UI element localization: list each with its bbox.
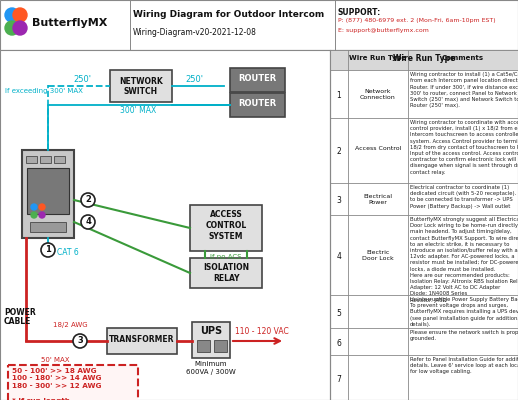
Text: Comments: Comments <box>442 55 484 61</box>
Circle shape <box>81 215 95 229</box>
Bar <box>8 365 138 400</box>
Text: 2: 2 <box>337 148 341 156</box>
Text: Electrical
Power: Electrical Power <box>364 194 393 205</box>
Text: 4: 4 <box>85 217 91 226</box>
Text: ButterflyMX strongly suggest all Electrical
Door Lock wiring to be home-run dire: ButterflyMX strongly suggest all Electri… <box>410 217 518 303</box>
Bar <box>54 156 65 163</box>
Bar <box>190 205 262 251</box>
Bar <box>214 340 227 352</box>
Bar <box>22 150 74 238</box>
Circle shape <box>73 334 87 348</box>
Text: 50' MAX: 50' MAX <box>41 357 69 363</box>
Bar <box>190 258 262 288</box>
Text: 5: 5 <box>337 308 341 318</box>
Text: ROUTER: ROUTER <box>238 99 276 108</box>
Text: SWITCH: SWITCH <box>124 87 158 96</box>
Text: 600VA / 300W: 600VA / 300W <box>186 369 236 375</box>
Text: ROUTER: ROUTER <box>238 74 276 83</box>
Text: Electrical contractor to coordinate (1)
dedicated circuit (with 5-20 receptacle): Electrical contractor to coordinate (1) … <box>410 185 518 209</box>
Text: Access Control: Access Control <box>355 146 401 150</box>
Text: 7: 7 <box>337 374 341 384</box>
Text: 300' MAX: 300' MAX <box>120 106 156 115</box>
Bar <box>0 50 518 400</box>
Bar <box>197 340 210 352</box>
Text: Please ensure the network switch is properly
grounded.: Please ensure the network switch is prop… <box>410 330 518 341</box>
Text: 250': 250' <box>185 75 203 84</box>
Text: If exceeding 300' MAX: If exceeding 300' MAX <box>5 88 83 94</box>
Text: Electric
Door Lock: Electric Door Lock <box>362 250 394 261</box>
Text: ACCESS: ACCESS <box>210 210 242 219</box>
Bar <box>27 168 69 214</box>
Circle shape <box>39 212 45 218</box>
Text: Wire Run Type: Wire Run Type <box>393 54 455 63</box>
Text: ISOLATION: ISOLATION <box>203 263 249 272</box>
Bar <box>110 70 172 102</box>
Text: Wire Run Type: Wire Run Type <box>349 55 407 61</box>
Text: 2: 2 <box>85 195 91 204</box>
Text: CAT 6: CAT 6 <box>57 248 79 257</box>
Text: 110 - 120 VAC: 110 - 120 VAC <box>235 327 289 336</box>
Text: 18/2 AWG: 18/2 AWG <box>53 322 88 328</box>
Text: 4: 4 <box>337 252 341 261</box>
Circle shape <box>81 193 95 207</box>
Text: 1: 1 <box>337 91 341 100</box>
Bar <box>330 50 518 70</box>
Text: Wiring contractor to coordinate with access
control provider, install (1) x 18/2: Wiring contractor to coordinate with acc… <box>410 120 518 174</box>
Text: 3: 3 <box>337 196 341 205</box>
Circle shape <box>13 8 27 22</box>
Text: CONTROL: CONTROL <box>205 221 247 230</box>
Text: Network
Connection: Network Connection <box>360 89 396 100</box>
Bar <box>192 322 230 358</box>
Text: UPS: UPS <box>200 326 222 336</box>
Text: CABLE: CABLE <box>4 317 32 326</box>
Text: 50 - 100' >> 18 AWG
100 - 180' >> 14 AWG
180 - 300' >> 12 AWG

* If run length
e: 50 - 100' >> 18 AWG 100 - 180' >> 14 AWG… <box>12 368 102 400</box>
Bar <box>0 0 518 50</box>
Text: NETWORK: NETWORK <box>119 77 163 86</box>
Text: If no ACS: If no ACS <box>210 254 242 260</box>
Text: Uninterruptible Power Supply Battery Backup.
To prevent voltage drops and surges: Uninterruptible Power Supply Battery Bac… <box>410 297 518 327</box>
Bar <box>26 156 37 163</box>
Bar <box>107 328 177 354</box>
Text: TRANSFORMER: TRANSFORMER <box>109 335 175 344</box>
Text: E: support@butterflymx.com: E: support@butterflymx.com <box>338 28 429 33</box>
Bar <box>30 222 66 232</box>
Text: RELAY: RELAY <box>213 274 239 283</box>
Circle shape <box>5 8 19 22</box>
Circle shape <box>31 204 37 210</box>
Circle shape <box>31 212 37 218</box>
Text: SYSTEM: SYSTEM <box>209 232 243 241</box>
Text: Wiring-Diagram-v20-2021-12-08: Wiring-Diagram-v20-2021-12-08 <box>133 28 257 37</box>
Bar <box>230 68 285 92</box>
Text: Minimum: Minimum <box>195 361 227 367</box>
Text: 1: 1 <box>45 245 51 254</box>
Text: Wiring contractor to install (1) a Cat5e/Cat6
from each Intercom panel location : Wiring contractor to install (1) a Cat5e… <box>410 72 518 108</box>
Text: 6: 6 <box>337 338 341 348</box>
Text: P: (877) 480-6979 ext. 2 (Mon-Fri, 6am-10pm EST): P: (877) 480-6979 ext. 2 (Mon-Fri, 6am-1… <box>338 18 496 23</box>
Text: Refer to Panel Installation Guide for additional
details. Leave 6' service loop : Refer to Panel Installation Guide for ad… <box>410 357 518 374</box>
Bar <box>40 156 51 163</box>
Circle shape <box>41 243 55 257</box>
Text: ButterflyMX: ButterflyMX <box>32 18 107 28</box>
Text: 250': 250' <box>73 75 91 84</box>
Circle shape <box>5 21 19 35</box>
Bar <box>230 93 285 117</box>
Text: Wiring Diagram for Outdoor Intercom: Wiring Diagram for Outdoor Intercom <box>133 10 324 19</box>
Circle shape <box>39 204 45 210</box>
Circle shape <box>13 21 27 35</box>
Text: SUPPORT:: SUPPORT: <box>338 8 381 17</box>
Text: POWER: POWER <box>4 308 36 317</box>
Text: 3: 3 <box>77 336 83 345</box>
